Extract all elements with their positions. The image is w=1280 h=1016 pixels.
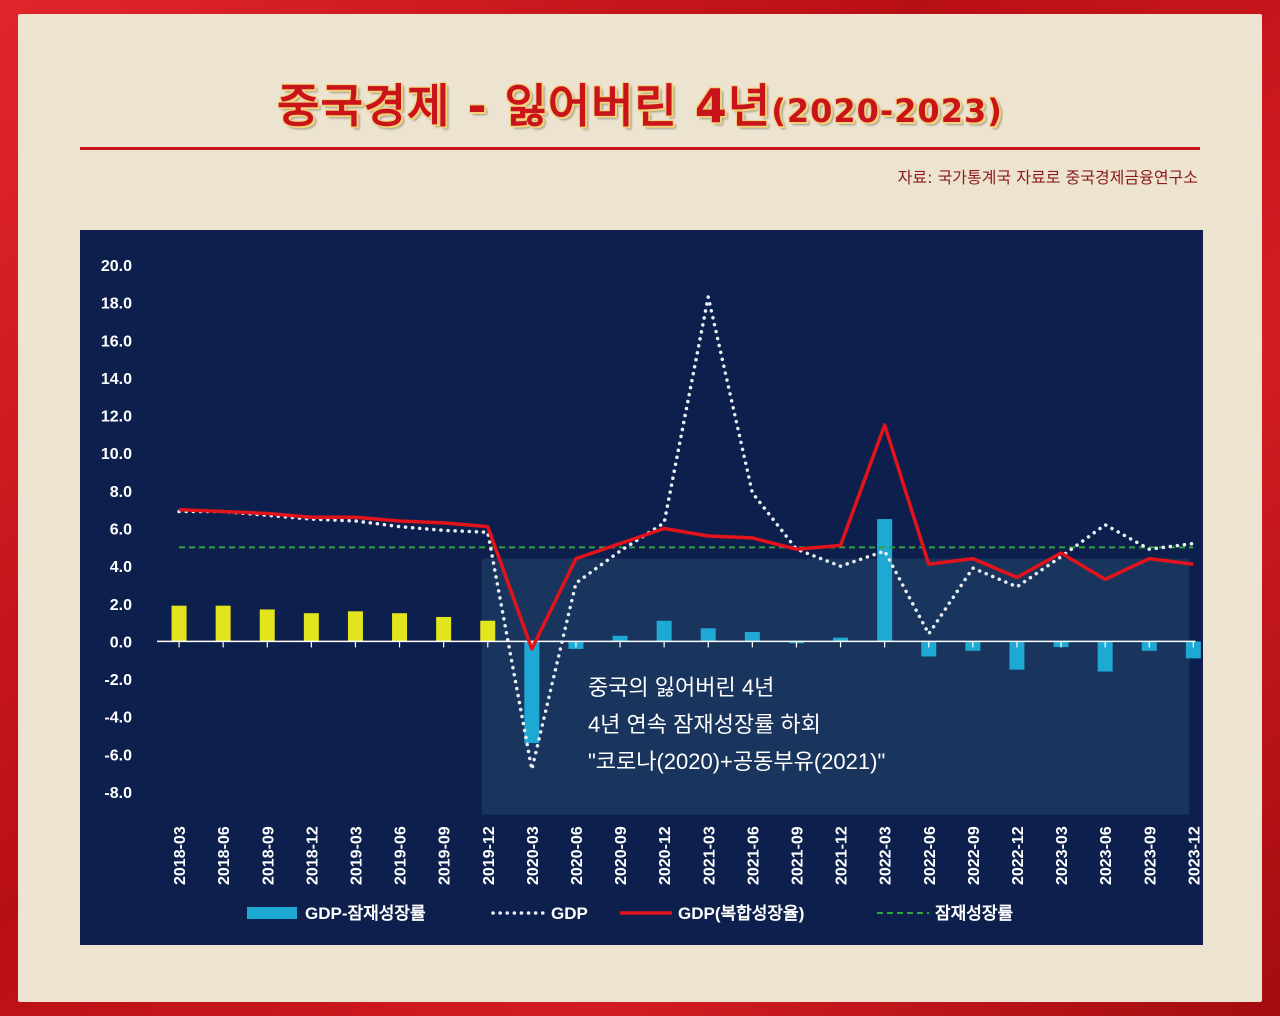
x-tick-label: 2022-12 [1010,826,1027,885]
x-tick-label: 2021-12 [834,826,851,885]
x-tick-label: 2023-12 [1186,826,1203,885]
bar-2020-12 [656,620,672,642]
page-title: 중국경제 - 잃어버린 4년(2020-2023) [0,70,1280,136]
legend-swatch-bar [247,907,297,919]
bar-2020-03 [524,641,540,744]
bar-2020-09 [612,635,628,642]
bar-2022-03 [877,519,893,642]
x-tick-label: 2021-03 [701,826,718,885]
y-tick-label: 14.0 [101,371,132,388]
series-gdp-composite [178,423,1194,651]
legend-label: GDP(복합성장율) [678,903,804,923]
y-tick-label: 8.0 [110,484,132,501]
y-tick-label: 20.0 [101,258,132,275]
y-tick-label: 16.0 [101,333,132,350]
lines-layer [177,295,1196,772]
y-tick-label: 18.0 [101,296,132,313]
x-tick-label: 2021-09 [789,826,806,885]
gdp-chart: 중국의 잃어버린 4년 4년 연속 잠재성장률 하회 "코로나(2020)+공동부유… [101,258,1203,923]
legend-label: GDP-잠재성장률 [305,904,426,923]
y-tick-label: 0.0 [110,634,132,651]
annotation-line-1: 중국의 잃어버린 4년 [588,675,774,700]
x-tick-label: 2023-09 [1142,826,1159,885]
bar-2021-03 [700,628,716,642]
bar-2022-06 [921,641,937,657]
source-note: 자료: 국가통계국 자료로 중국경제금융연구소 [897,168,1198,187]
x-tick-label: 2019-12 [481,826,498,885]
chart-panel: 중국의 잃어버린 4년 4년 연속 잠재성장률 하회 "코로나(2020)+공동부유… [80,230,1203,945]
x-tick-label: 2019-09 [437,826,454,885]
y-tick-label: 4.0 [110,559,132,576]
x-tick-label: 2018-03 [172,826,189,885]
title-underline [80,147,1200,150]
y-tick-label: -6.0 [104,747,132,764]
annotation-line-2: 4년 연속 잠재성장률 하회 [588,712,821,737]
labels-layer: 20.0 18.0 16.0 14.0 12.0 10.0 8.0 6.0 4.0 2.0 0.0 -… [101,258,1203,885]
bar-2019-12 [480,620,496,642]
x-tick-label: 2018-12 [304,826,321,885]
x-tick-label: 2021-06 [745,826,762,885]
bar-2018-09 [259,609,275,642]
x-tick-label: 2022-03 [878,826,895,885]
bar-2021-06 [744,632,760,642]
title-main: 중국경제 - 잃어버린 4년 [277,79,772,133]
bar-2018-06 [215,605,231,642]
bar-2022-12 [1009,641,1025,670]
x-tick-label: 2020-12 [657,826,674,885]
y-tick-label: 10.0 [101,446,132,463]
x-tick-label: 2019-06 [393,826,410,885]
x-tick-label: 2018-06 [216,826,233,885]
x-tick-label: 2022-09 [966,826,983,885]
title-period: (2020-2023) [771,92,1003,130]
y-tick-label: 12.0 [101,409,132,426]
annotation-box [481,558,1190,815]
x-tick-label: 2023-03 [1054,826,1071,885]
y-tick-label: -8.0 [104,785,132,802]
y-tick-label: -2.0 [104,672,132,689]
x-tick-label: 2022-06 [922,826,939,885]
annotation-line-3: "코로나(2020)+공동부유(2021)" [588,749,885,774]
y-tick-label: 2.0 [110,597,132,614]
legend-label: GDP [551,904,588,923]
x-tick-label: 2023-06 [1098,826,1115,885]
axis-layer [157,640,1196,648]
bar-2021-12 [833,637,849,642]
series-gdp [177,295,1196,772]
x-tick-label: 2020-09 [613,826,630,885]
y-tick-label: -4.0 [104,710,132,727]
x-tick-label: 2018-09 [260,826,277,885]
bar-2023-12 [1185,641,1201,659]
bars-layer [171,519,1201,744]
legend-layer: GDP-잠재성장률 GDP GDP(복합성장율) 잠재성장률 [247,903,1014,923]
x-tick-label: 2019-03 [348,826,365,885]
bar-2019-06 [392,613,408,642]
x-tick-label: 2020-06 [569,826,586,885]
y-tick-label: 6.0 [110,522,132,539]
bar-2019-09 [436,616,452,642]
annotation-layer: 중국의 잃어버린 4년 4년 연속 잠재성장률 하회 "코로나(2020)+공동부유… [481,558,1190,815]
bar-2023-06 [1097,641,1113,672]
bar-2018-12 [303,613,319,642]
bar-2019-03 [347,611,363,642]
x-tick-label: 2020-03 [525,826,542,885]
bar-2018-03 [171,605,187,642]
legend-label: 잠재성장률 [935,904,1014,923]
